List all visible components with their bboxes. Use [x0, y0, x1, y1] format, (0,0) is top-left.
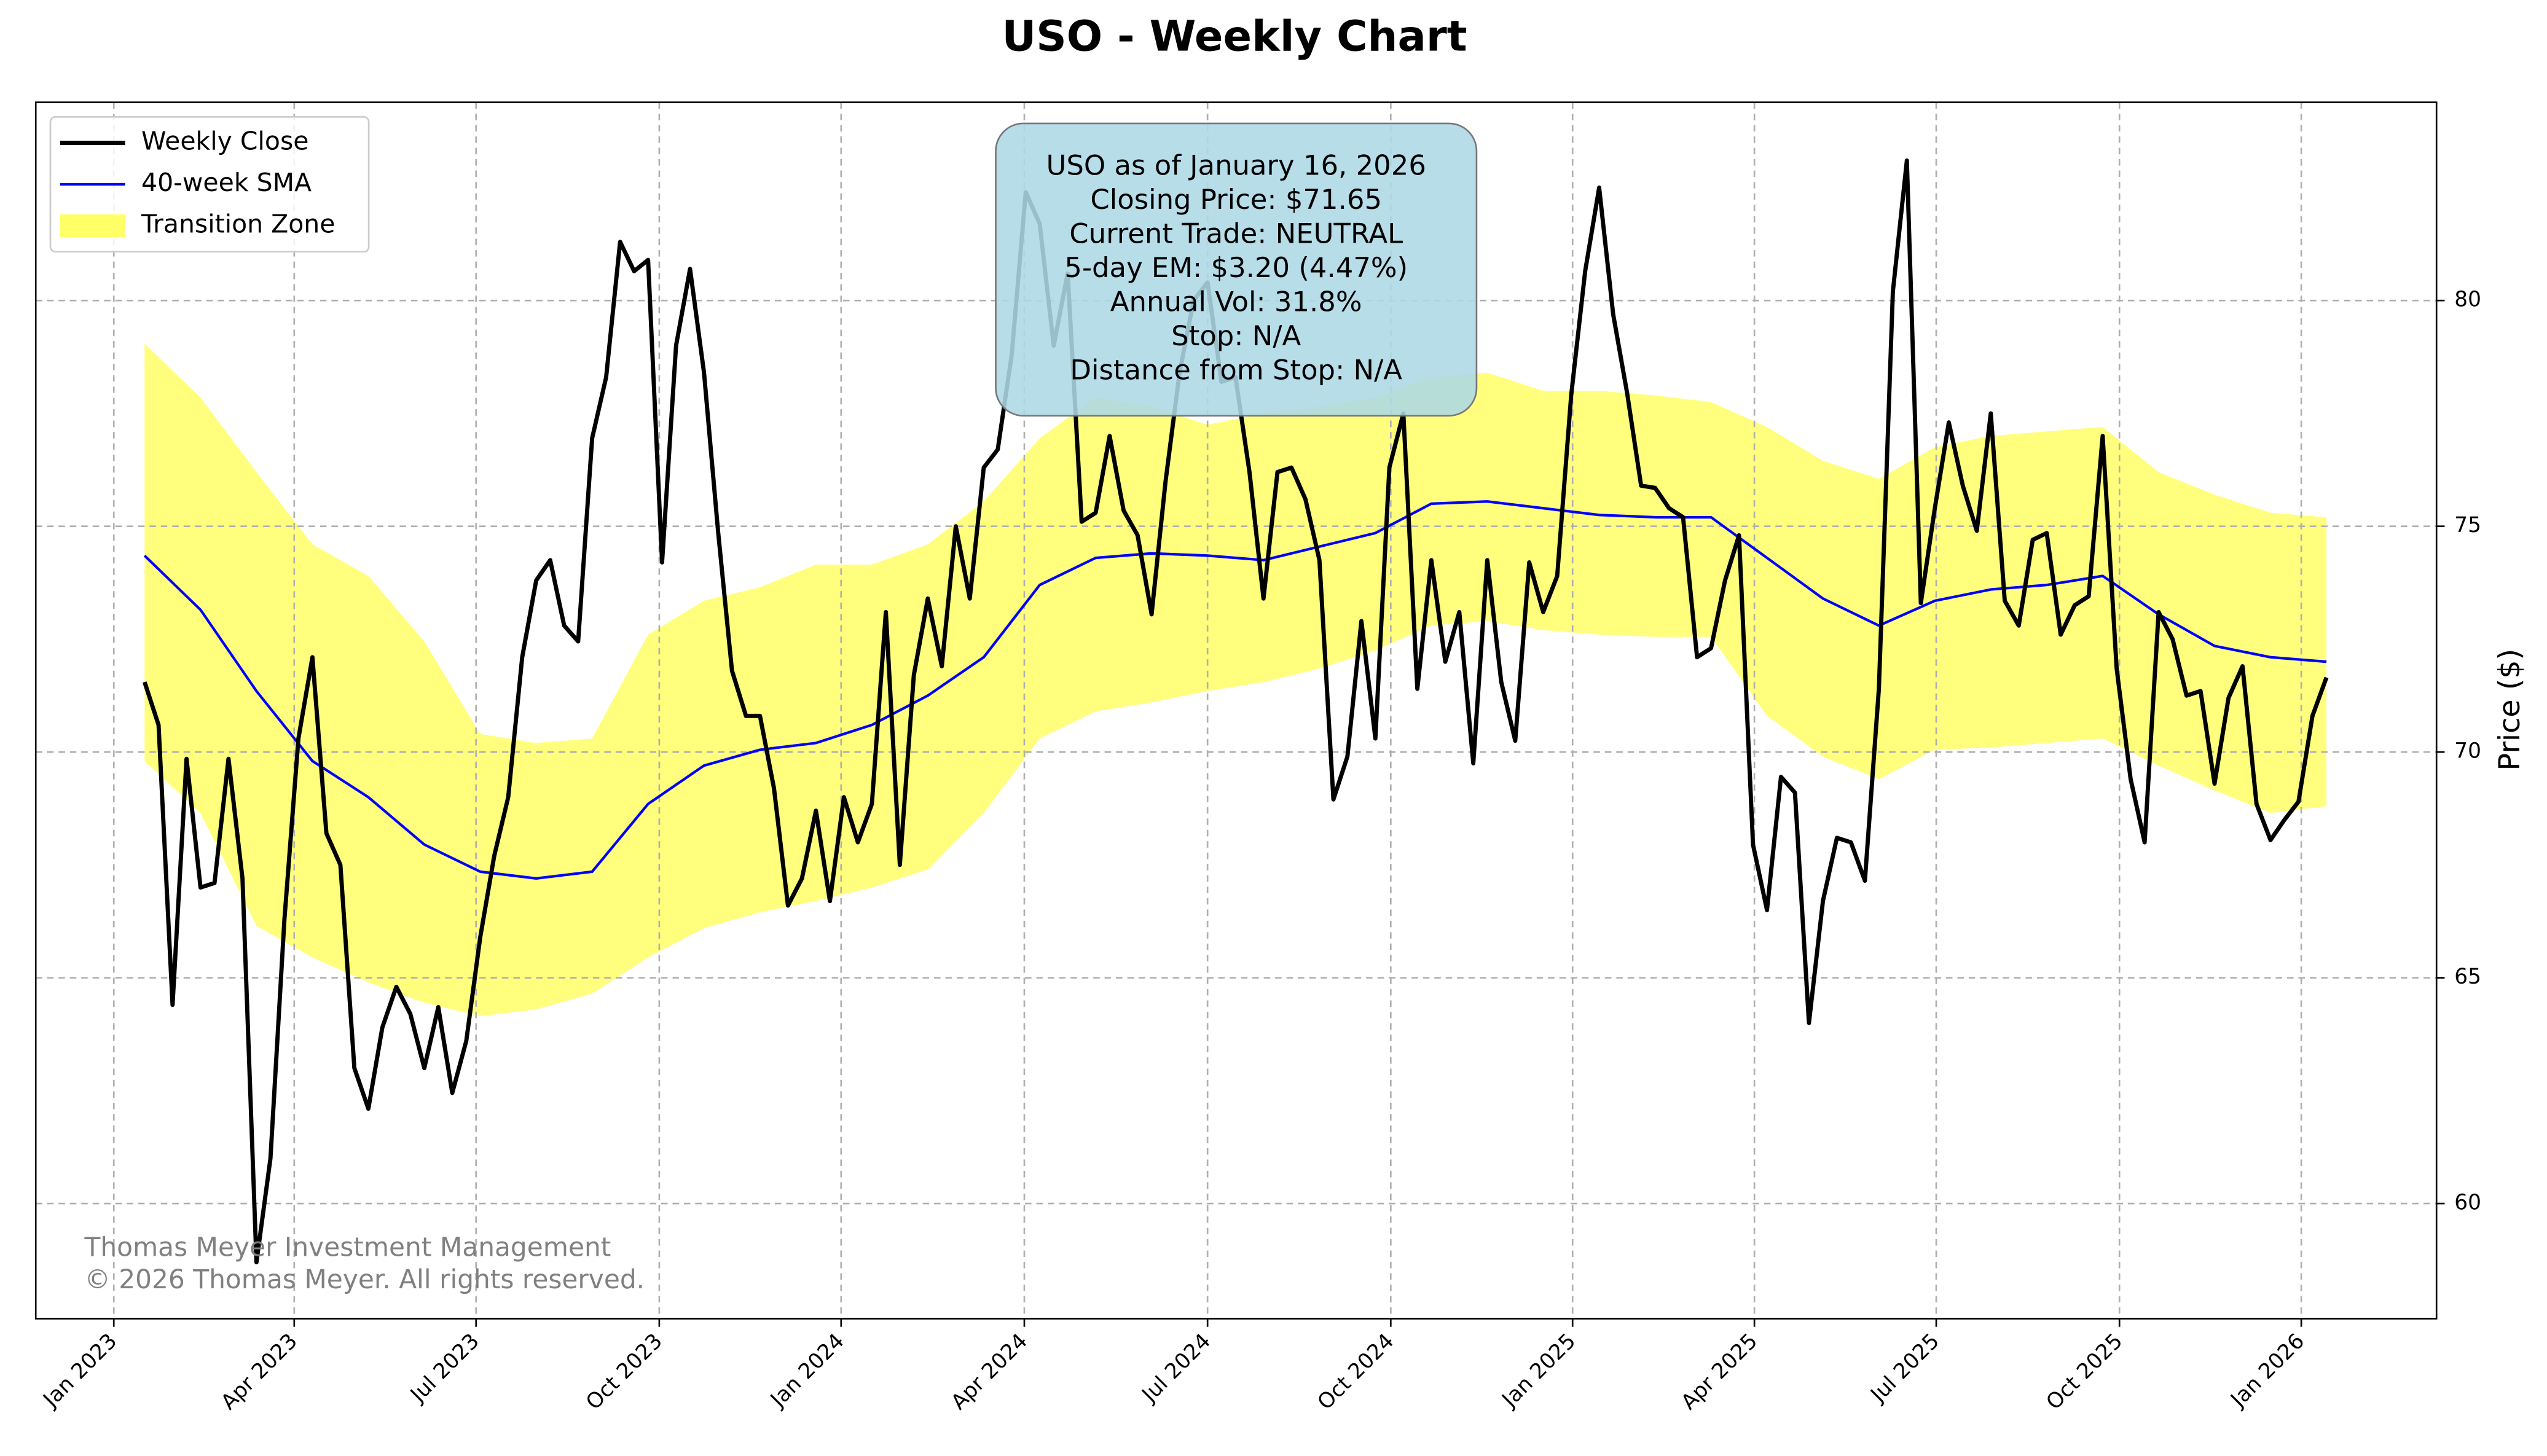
info-line: USO as of January 16, 2026 — [1046, 149, 1426, 181]
watermark: © 2026 Thomas Meyer. All rights reserved… — [85, 1264, 645, 1294]
y-tick-label: 75 — [2454, 513, 2481, 538]
info-line: Stop: N/A — [1171, 319, 1301, 352]
y-tick-label: 65 — [2454, 965, 2481, 989]
legend-label: Transition Zone — [141, 209, 335, 238]
info-line: Closing Price: $71.65 — [1090, 183, 1382, 216]
info-box-bg — [995, 122, 1478, 417]
y-tick-label: 70 — [2454, 739, 2481, 764]
transition-zone — [144, 343, 2327, 1017]
y-axis-label: Price ($) — [2493, 649, 2527, 771]
legend-label: 40-week SMA — [141, 168, 312, 197]
info-line: 5-day EM: $3.20 (4.47%) — [1064, 251, 1408, 284]
legend-box — [49, 116, 370, 253]
plot-frame — [34, 101, 2438, 1320]
watermark: Thomas Meyer Investment Management — [84, 1232, 611, 1262]
y-tick-label: 60 — [2454, 1191, 2481, 1215]
y-tick-label: 80 — [2454, 288, 2481, 312]
legend-swatch — [60, 214, 125, 237]
series-line — [143, 500, 2327, 880]
info-line: Annual Vol: 31.8% — [1110, 285, 1362, 318]
info-line: Current Trade: NEUTRAL — [1069, 217, 1403, 249]
legend-label: Weekly Close — [141, 127, 309, 156]
info-line: Distance from Stop: N/A — [1070, 353, 1402, 386]
chart-title: USO - Weekly Chart — [1002, 12, 1467, 61]
legend: Weekly Close 40-week SMA Transition Zone — [49, 116, 370, 253]
